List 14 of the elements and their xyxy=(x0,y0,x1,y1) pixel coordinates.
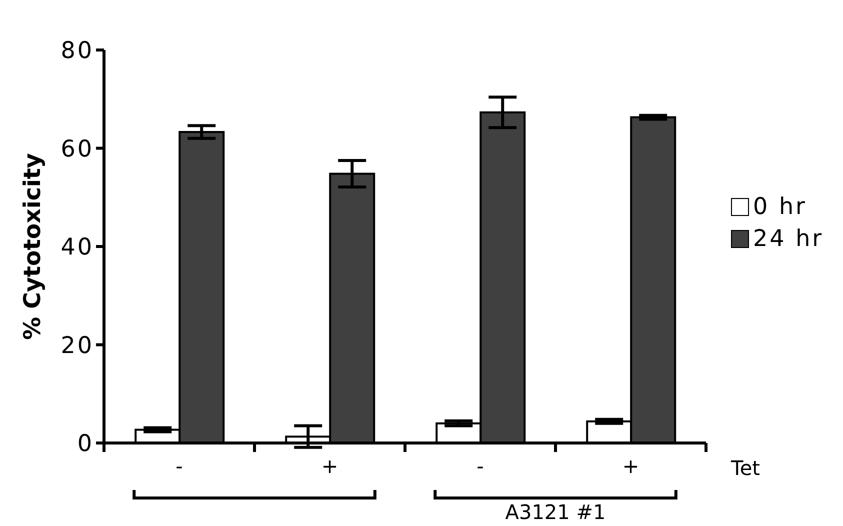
y-tick-label: 20 xyxy=(60,332,94,359)
x-tick-label: + xyxy=(622,454,640,478)
x-tick-label: - xyxy=(176,454,183,478)
text: Tet xyxy=(730,456,760,480)
y-axis-title: % Cytotoxicity xyxy=(20,153,46,340)
x-tick-label: + xyxy=(321,454,338,478)
y-tick-label: 0 xyxy=(77,431,94,458)
text: A3121 #1 xyxy=(505,500,606,524)
x-tick-label: - xyxy=(476,454,484,478)
legend-label: 24 hr xyxy=(753,226,824,252)
y-tick-label: 60 xyxy=(60,136,94,162)
y-tick-label: 40 xyxy=(60,234,94,261)
y-tick-label: 80 xyxy=(60,38,94,64)
legend-label: 0 hr xyxy=(753,194,807,220)
